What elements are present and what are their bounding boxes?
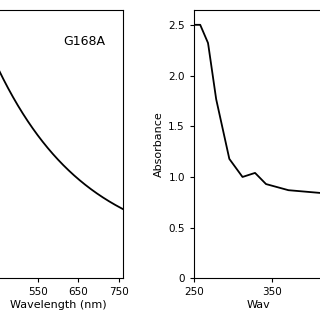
X-axis label: Wav: Wav (247, 300, 270, 310)
Y-axis label: Absorbance: Absorbance (154, 111, 164, 177)
X-axis label: Wavelength (nm): Wavelength (nm) (10, 300, 107, 310)
Text: G168A: G168A (63, 35, 105, 48)
